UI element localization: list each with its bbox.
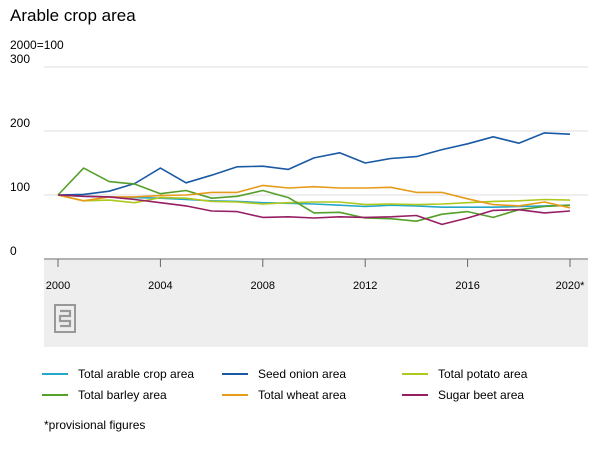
legend-swatch xyxy=(402,373,428,375)
y-tick-label: 0 xyxy=(10,244,17,258)
cbs-logo-icon xyxy=(54,304,76,333)
legend-item[interactable]: Total wheat area xyxy=(222,388,346,402)
x-axis-band xyxy=(44,260,588,347)
footnote: *provisional figures xyxy=(44,418,146,432)
series-lines xyxy=(57,132,571,226)
legend-item[interactable]: Total barley area xyxy=(42,388,167,402)
legend-label: Sugar beet area xyxy=(438,388,525,402)
legend-item[interactable]: Seed onion area xyxy=(222,367,346,381)
legend-label: Seed onion area xyxy=(258,367,347,381)
x-tick-label: 2016 xyxy=(455,280,479,292)
legend-label: Total wheat area xyxy=(258,388,347,402)
x-tick-marks: 2000 2004 2008 2012 2016 2020* xyxy=(46,259,585,292)
legend-label: Total arable crop area xyxy=(78,367,195,381)
series-line-seed-onion-area xyxy=(57,132,571,196)
legend-item[interactable]: Sugar beet area xyxy=(402,388,524,402)
legend-swatch xyxy=(42,394,68,396)
chart-title: Arable crop area xyxy=(10,6,136,25)
y-tick-label: 300 xyxy=(10,52,30,66)
legend-swatch xyxy=(222,394,248,396)
legend-label: Total potato area xyxy=(438,367,528,381)
legend-swatch xyxy=(222,373,248,375)
legend-item[interactable]: Total potato area xyxy=(402,367,527,381)
series-line-total-barley-area xyxy=(57,167,571,222)
legend-label: Total barley area xyxy=(78,388,167,402)
series-line-total-wheat-area xyxy=(57,184,571,209)
x-tick-label: 2004 xyxy=(148,280,172,292)
y-axis-unit-label: 2000=100 xyxy=(10,38,64,52)
legend-item[interactable]: Total arable crop area xyxy=(42,367,194,381)
x-tick-label: 2012 xyxy=(353,280,377,292)
chart-svg: 0 100 200 300 2000 2004 2008 2012 2016 2020* xyxy=(10,52,588,347)
logo-glyph xyxy=(58,309,72,328)
y-tick-label: 200 xyxy=(10,116,30,130)
series-line-sugar-beet-area xyxy=(57,194,571,226)
x-tick-label: 2008 xyxy=(251,280,275,292)
grid-lines xyxy=(44,66,588,260)
x-tick-label: 2000 xyxy=(46,280,70,292)
legend-swatch xyxy=(42,373,68,375)
y-tick-label: 100 xyxy=(10,180,30,194)
logo-frame xyxy=(54,304,76,333)
x-tick-label: 2020* xyxy=(556,280,585,292)
series-line-total-arable-crop-area xyxy=(57,194,571,208)
y-tick-labels: 0 100 200 300 xyxy=(10,52,30,258)
legend-swatch xyxy=(402,394,428,396)
